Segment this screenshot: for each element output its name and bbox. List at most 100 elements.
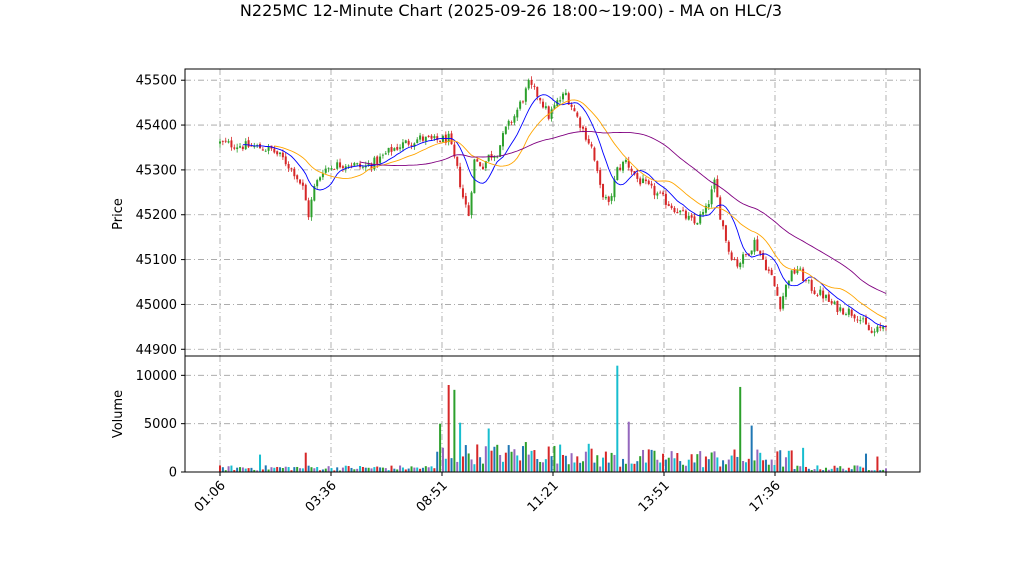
volume-bar xyxy=(596,455,599,472)
volume-bar xyxy=(636,461,639,472)
volume-bar xyxy=(867,470,870,472)
candle-body xyxy=(824,295,827,299)
volume-bar xyxy=(844,470,847,472)
volume-grid xyxy=(185,356,920,473)
candle-body xyxy=(699,214,702,224)
volume-bar xyxy=(647,449,650,472)
volume-bar xyxy=(261,469,264,472)
volume-bar xyxy=(381,467,384,472)
volume-bar xyxy=(856,465,859,472)
candle-body xyxy=(836,300,839,312)
candle-body xyxy=(267,146,270,151)
volume-bar xyxy=(673,458,676,472)
candle-body xyxy=(276,151,279,155)
volume-bar xyxy=(810,470,813,472)
volume-bar xyxy=(784,457,787,472)
volume-bar xyxy=(722,460,725,472)
volume-bar xyxy=(590,448,593,472)
candle-body xyxy=(590,144,593,147)
volume-bar xyxy=(247,468,250,472)
candle-body xyxy=(230,140,233,148)
candle-body xyxy=(793,269,796,274)
candle-body xyxy=(693,216,696,224)
volume-bar xyxy=(864,453,867,472)
candle-body xyxy=(753,239,756,252)
volume-bar xyxy=(630,463,633,472)
candle-body xyxy=(624,159,627,163)
volume-bar xyxy=(221,467,224,472)
volume-bar xyxy=(501,461,504,472)
candle-body xyxy=(339,162,342,168)
volume-bar xyxy=(624,463,627,472)
candle-body xyxy=(782,296,785,309)
volume-bar xyxy=(627,421,630,472)
volume-bar xyxy=(484,446,487,472)
volume-bar xyxy=(524,442,527,472)
candle-body xyxy=(856,319,859,321)
volume-bar xyxy=(436,451,439,472)
candle-body xyxy=(787,280,790,286)
candle-body xyxy=(479,162,482,167)
volume-bar xyxy=(622,458,625,472)
volume-bar xyxy=(353,469,356,472)
candle-body xyxy=(610,195,613,201)
volume-bar xyxy=(567,464,570,472)
candle-body xyxy=(799,268,802,270)
candle-body xyxy=(376,156,379,165)
volume-bar xyxy=(507,445,510,472)
volume-bar xyxy=(730,455,733,472)
volume-bar xyxy=(747,458,750,472)
volume-bar xyxy=(519,460,522,472)
candle-body xyxy=(604,196,607,199)
candle-body xyxy=(536,86,539,97)
volume-bar xyxy=(316,467,319,472)
volume-bar xyxy=(830,468,833,472)
volume-bar xyxy=(441,447,444,472)
volume-bar xyxy=(713,451,716,472)
candle-body xyxy=(616,167,619,181)
candle-body xyxy=(722,220,725,227)
volume-bar xyxy=(576,456,579,472)
candle-body xyxy=(867,325,870,331)
volume-bar xyxy=(336,467,339,472)
candle-body xyxy=(401,142,404,149)
volume-bar xyxy=(564,455,567,472)
candle-body xyxy=(613,179,616,198)
volume-bar xyxy=(521,446,524,472)
candle-body xyxy=(547,106,550,119)
volume-y-ticks: 0 5000 10000 xyxy=(136,369,185,481)
candle-body xyxy=(516,109,519,118)
candle-body xyxy=(456,156,459,166)
candle-body xyxy=(773,276,776,287)
candle-body xyxy=(361,166,364,168)
candle-body xyxy=(221,140,224,142)
volume-bar xyxy=(704,456,707,472)
volume-bar xyxy=(584,451,587,472)
volume-bar xyxy=(344,465,347,472)
candle-body xyxy=(387,147,390,153)
volume-bar xyxy=(696,454,699,472)
candle-body xyxy=(353,163,356,166)
volume-bar xyxy=(862,467,865,472)
candle-body xyxy=(524,88,527,102)
candle-body xyxy=(264,150,267,152)
volume-bar xyxy=(313,468,316,472)
volume-bar xyxy=(413,467,416,472)
volume-bar xyxy=(882,469,885,472)
candle-body xyxy=(381,154,384,156)
volume-bar xyxy=(527,454,530,472)
volume-bar xyxy=(756,449,759,472)
candle-body xyxy=(779,296,782,310)
candle-body xyxy=(316,180,319,187)
volume-bar xyxy=(656,459,659,472)
candle-body xyxy=(447,133,450,143)
volume-bar xyxy=(662,453,665,472)
candle-body xyxy=(570,104,573,107)
volume-bar xyxy=(744,462,747,472)
candle-body xyxy=(493,156,496,158)
candle-body xyxy=(476,159,479,162)
volume-bar xyxy=(547,446,550,472)
candle-body xyxy=(519,101,522,109)
candle-body xyxy=(236,147,239,150)
volume-bar xyxy=(790,450,793,472)
